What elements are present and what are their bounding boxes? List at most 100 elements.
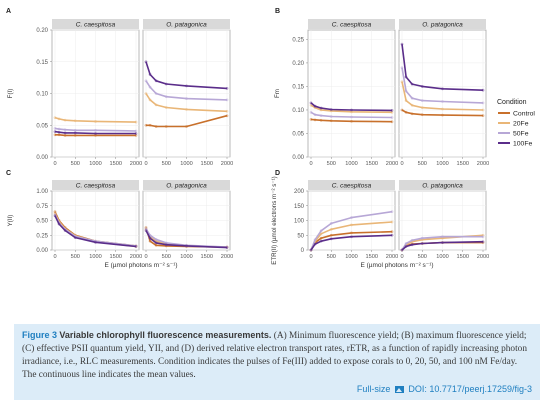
x-tick-label: 2000	[386, 254, 398, 260]
mean-line	[145, 230, 228, 249]
doi-link[interactable]: DOI: 10.7717/peerj.17259/fig-3	[408, 384, 532, 394]
mean-line	[54, 116, 137, 123]
facet-strip	[399, 19, 486, 29]
facet-strip	[143, 19, 230, 29]
x-tick-label: 1500	[201, 254, 213, 260]
x-tick-label: 0	[309, 161, 312, 167]
facet-c-caespitosa: C. caespitosa 0 500 1000 1500 2000	[51, 180, 142, 260]
legend-label: 100Fe	[513, 140, 532, 147]
x-tick-label: 1000	[180, 161, 192, 167]
x-tick-label: 500	[162, 161, 171, 167]
series-50fe	[309, 210, 394, 252]
legend-title: Condition	[497, 99, 527, 106]
y-axis-label: F(I)	[7, 89, 14, 99]
x-tick-label: 500	[162, 254, 171, 260]
caption-figure-label: Figure 3	[22, 330, 58, 340]
series-control	[400, 108, 485, 118]
panel-c: C Y(II) 0.00 0.25 0.50 0.75 1.00 C. caespitosa 0…	[6, 170, 233, 269]
panel-letter: C	[6, 170, 11, 177]
mean-line	[310, 104, 393, 114]
y-tick-label: 0.15	[36, 60, 48, 66]
x-tick-label: 2000	[477, 254, 489, 260]
x-tick-label: 1000	[436, 254, 448, 260]
mean-line	[310, 234, 393, 251]
mean-line	[55, 134, 136, 137]
y-tick-label: 0.75	[36, 204, 48, 210]
mean-line	[146, 114, 228, 128]
full-size-link[interactable]: Full-size	[356, 384, 391, 394]
facet-title: C. caespitosa	[76, 22, 116, 29]
y-tick-label: 0	[301, 248, 305, 254]
x-tick-label: 1000	[89, 254, 101, 260]
x-tick-label: 0	[144, 161, 147, 167]
facet-o-patagonica: O. patagonica 0 500 1000 1500 2000	[142, 19, 233, 167]
facet-strip	[52, 19, 139, 29]
x-axis-label: E (µmol photons m⁻² s⁻¹)	[104, 262, 177, 269]
y-tick-label: 50	[297, 233, 304, 239]
mean-line	[54, 130, 136, 135]
panel-a: A F(I) 0.00 0.05 0.10 0.15 0.20 C. caespitosa 0 5…	[6, 8, 233, 167]
facet-c-caespitosa: C. caespitosa 0 500 1000 1500 2000	[307, 180, 398, 260]
y-tick-label: 100	[294, 219, 305, 225]
x-tick-label: 1000	[345, 254, 357, 260]
y-tick-label: 0.25	[292, 37, 304, 43]
x-tick-label: 500	[327, 161, 336, 167]
mean-line	[401, 81, 484, 111]
x-tick-label: 1500	[110, 254, 122, 260]
x-tick-label: 2000	[386, 161, 398, 167]
facet-strip	[308, 19, 395, 29]
facet-title: C. caespitosa	[332, 22, 372, 29]
series-100fe	[400, 240, 485, 252]
facet-strip	[143, 180, 230, 190]
image-icon[interactable]	[394, 386, 404, 393]
mean-line	[145, 61, 228, 90]
x-tick-label: 1500	[366, 161, 378, 167]
facet-c-caespitosa: C. caespitosa 0 500 1000 1500 2000	[307, 19, 398, 167]
x-tick-label: 1000	[89, 161, 101, 167]
facet-title: C. caespitosa	[332, 183, 372, 190]
panel-letter: B	[275, 8, 280, 15]
x-tick-label: 0	[400, 254, 403, 260]
mean-line	[310, 210, 393, 251]
series-control	[53, 133, 138, 137]
x-tick-label: 1000	[345, 161, 357, 167]
facet-title: O. patagonica	[422, 183, 463, 190]
x-tick-label: 500	[71, 161, 80, 167]
facet-strip	[308, 180, 395, 190]
series-50fe	[144, 79, 229, 102]
series-100fe	[400, 42, 485, 92]
facet-title: O. patagonica	[166, 183, 207, 190]
series-control	[144, 114, 229, 128]
x-tick-label: 0	[53, 161, 56, 167]
facet-strip	[52, 180, 139, 190]
mean-line	[54, 127, 137, 132]
panel-letter: A	[6, 8, 11, 15]
x-tick-label: 1500	[457, 254, 469, 260]
figure-caption: Figure 3 Variable chlorophyll fluorescen…	[14, 324, 540, 400]
mean-line	[401, 67, 484, 104]
facet-c-caespitosa: C. caespitosa 0 500 1000 1500 2000	[51, 19, 142, 167]
mean-line	[145, 80, 228, 101]
facet-strip	[399, 180, 486, 190]
x-tick-label: 500	[327, 254, 336, 260]
legend-label: 50Fe	[513, 130, 529, 137]
caption-text: (A) Minimum fluorescence yield; (B) maxi…	[22, 331, 527, 380]
mean-line	[310, 118, 393, 123]
y-tick-label: 0.20	[36, 28, 48, 34]
series-50fe	[400, 235, 485, 252]
y-tick-label: 0.05	[292, 131, 304, 137]
facet-o-patagonica: O. patagonica 0 500 1000 1500 2000	[142, 180, 233, 260]
series-20fe	[53, 116, 138, 124]
series-100fe	[53, 130, 138, 135]
mean-line	[310, 102, 393, 112]
y-tick-label: 0.50	[36, 219, 48, 225]
x-tick-label: 500	[418, 254, 427, 260]
series-100fe	[309, 101, 394, 112]
series-100fe	[309, 233, 394, 252]
series-50fe	[400, 66, 485, 105]
facet-o-patagonica: O. patagonica 0 500 1000 1500 2000	[398, 19, 489, 167]
y-tick-label: 0.10	[292, 108, 304, 114]
panel-letter: D	[275, 170, 280, 177]
